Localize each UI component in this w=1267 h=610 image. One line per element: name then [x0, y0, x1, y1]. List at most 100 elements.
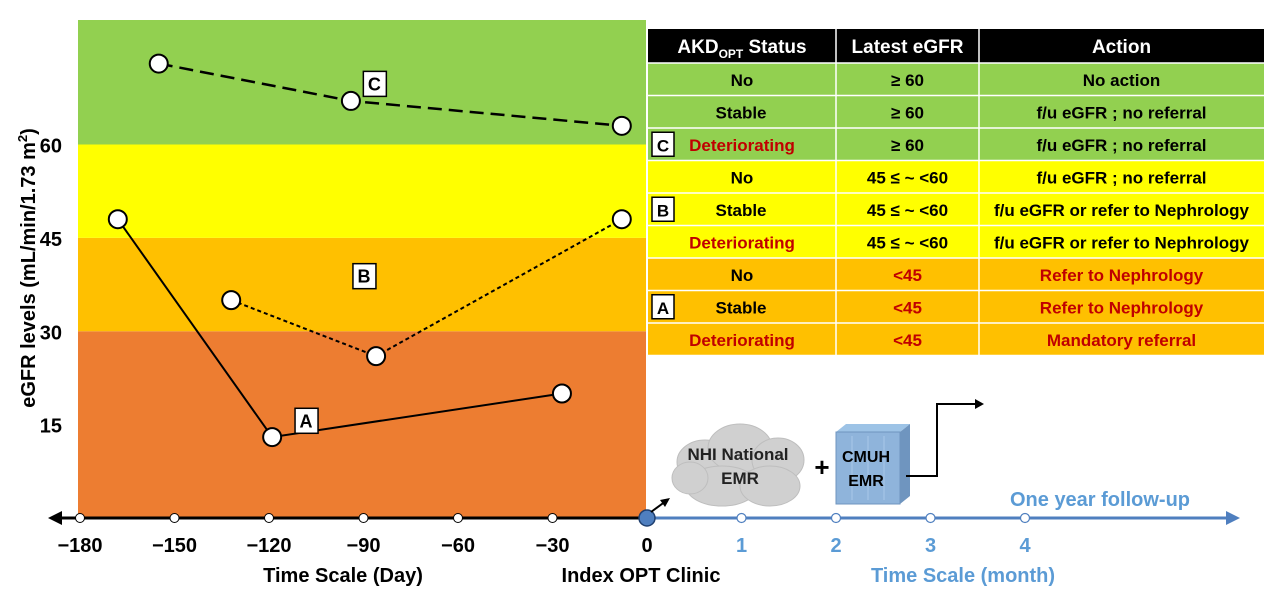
table-row-bg — [648, 323, 1264, 356]
table-cell-action: f/u eGFR or refer to Nephrology — [994, 234, 1250, 253]
table-cell-status: Stable — [715, 201, 766, 220]
table-group-box — [651, 196, 675, 222]
month-tick-label: 1 — [736, 535, 747, 557]
y-axis-label-superscript: 2 — [15, 135, 30, 142]
server-text-line1: CMUH — [842, 449, 890, 466]
band-3 — [78, 20, 646, 145]
day-tick-marker — [547, 513, 558, 523]
table-row-bg — [648, 258, 1264, 291]
day-tick-marker — [358, 513, 369, 523]
header-latest-egfr: Latest eGFR — [852, 37, 964, 58]
table-cell-egfr: <45 — [893, 266, 922, 285]
one-year-follow-up-label: One year follow-up — [1010, 489, 1190, 511]
index-clinic-marker — [638, 509, 656, 527]
day-tick-label: −120 — [246, 535, 291, 557]
x-axis-label-day: Time Scale (Day) — [263, 565, 423, 587]
table-cell-status: Deteriorating — [689, 136, 795, 155]
series-c-point — [148, 53, 169, 74]
cloud-text-line2: EMR — [721, 469, 759, 488]
server-side — [900, 424, 910, 504]
source-connector-line — [906, 403, 978, 477]
month-tick-marker — [830, 512, 842, 524]
table-row-bg — [648, 95, 1264, 128]
table-cell-action: Refer to Nephrology — [1040, 299, 1204, 318]
day-tick-label: −90 — [347, 535, 381, 557]
nhi-cloud-icon — [671, 423, 805, 507]
table-cell-action: f/u eGFR ; no referral — [1036, 136, 1206, 155]
table-cell-egfr: ≥ 60 — [891, 71, 924, 90]
series-layer: A B C — [107, 53, 632, 448]
y-tick-label: 60 — [40, 136, 62, 158]
header-status: Status — [743, 37, 806, 58]
header-action: Action — [1092, 37, 1151, 58]
y-tick-label: 45 — [40, 229, 62, 251]
y-axis-label-main: eGFR levels (mL/min/1.73 m — [18, 142, 40, 408]
table-row-bg — [648, 193, 1264, 226]
table-cell-action: f/u eGFR ; no referral — [1036, 104, 1206, 123]
index-opt-clinic-label: Index OPT Clinic — [562, 565, 721, 587]
series-label-c: C — [368, 74, 381, 94]
table-group-label: C — [657, 136, 669, 155]
table-group-box — [651, 294, 675, 320]
data-sources: NHI National EMR + CMUH EMR — [671, 399, 984, 507]
band-2 — [78, 144, 646, 238]
y-tick-label: 15 — [40, 416, 62, 438]
month-axis-arrow-right — [1226, 511, 1240, 525]
table-group-label: B — [657, 201, 669, 220]
table-row-bg — [648, 225, 1264, 258]
day-tick-label: −60 — [441, 535, 475, 557]
month-tick-label: 2 — [830, 535, 841, 557]
month-tick-label: 4 — [1019, 535, 1031, 557]
day-tick-label: −180 — [57, 535, 102, 557]
series-c-point — [340, 90, 361, 111]
server-text-line2: EMR — [848, 473, 884, 490]
cloud-puff — [671, 461, 709, 495]
month-tick-label: 3 — [925, 535, 936, 557]
table-cell-status: No — [731, 169, 754, 188]
source-connector-arrowhead — [975, 399, 984, 409]
series-a-point — [551, 383, 572, 404]
series-a-point — [262, 427, 283, 448]
table-cell-status: Stable — [715, 299, 766, 318]
table-row-bg — [648, 128, 1264, 161]
day-tick-marker — [75, 513, 85, 523]
table-cell-action: Mandatory referral — [1047, 331, 1196, 350]
day-tick-marker — [453, 513, 463, 523]
table-cell-egfr: ≥ 60 — [891, 136, 924, 155]
server-top — [836, 424, 910, 432]
y-axis-label: eGFR levels (mL/min/1.73 m2) — [15, 128, 40, 408]
series-label-box-c — [362, 70, 388, 98]
y-tick-label: 30 — [40, 322, 62, 344]
series-label-box-b — [352, 262, 377, 290]
day-tick-marker — [264, 513, 274, 523]
table-cell-egfr: ≥ 60 — [891, 104, 924, 123]
status-table: AKDOPT Status Latest eGFR Action No ≥ 60 No a… — [648, 29, 1264, 357]
table-cell-status: No — [731, 71, 754, 90]
series-b-point — [221, 290, 242, 311]
table-group-box — [651, 131, 675, 157]
series-label-b: B — [357, 267, 370, 287]
table-cell-action: f/u eGFR or refer to Nephrology — [994, 201, 1250, 220]
day-tick-label: −30 — [536, 535, 570, 557]
plus-sign: + — [814, 452, 829, 482]
table-cell-action: Refer to Nephrology — [1040, 266, 1204, 285]
table-cell-action: f/u eGFR ; no referral — [1036, 169, 1206, 188]
table-row-bg — [648, 160, 1264, 193]
cloud-text-line1: NHI National — [687, 445, 788, 464]
table-cell-egfr: <45 — [893, 299, 922, 318]
series-b-point — [366, 346, 387, 367]
table-cell-status: Deteriorating — [689, 234, 795, 253]
series-a-point — [107, 209, 128, 230]
month-tick-marker — [736, 512, 747, 524]
day-tick-marker — [169, 513, 180, 523]
series-label-box-a — [294, 407, 319, 435]
table-header-bg — [648, 29, 1264, 63]
day-tick-label: 0 — [641, 535, 652, 557]
table-cell-status: No — [731, 266, 754, 285]
x-axis-label-month: Time Scale (month) — [871, 565, 1055, 587]
table-cell-egfr: 45 ≤ ~ <60 — [867, 169, 948, 188]
band-0 — [78, 331, 646, 518]
header-akd: AKD — [677, 37, 718, 58]
